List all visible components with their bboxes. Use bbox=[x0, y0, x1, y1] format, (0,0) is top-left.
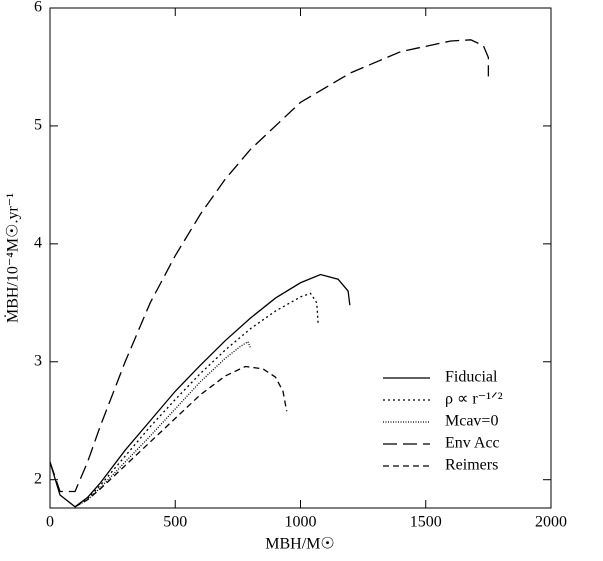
x-tick-label: 1500 bbox=[410, 514, 442, 531]
y-tick-label: 6 bbox=[34, 0, 42, 16]
x-axis-label: MBH/M☉ bbox=[265, 536, 334, 553]
plot-frame bbox=[49, 7, 552, 509]
y-tick-label: 3 bbox=[34, 352, 42, 369]
legend-label: ρ ∝ r⁻¹ᐟ² bbox=[445, 391, 503, 408]
y-tick-label: 2 bbox=[34, 470, 42, 487]
series-line bbox=[49, 273, 351, 508]
legend-label: Mcav=0 bbox=[445, 413, 498, 430]
x-tick-label: 2000 bbox=[535, 514, 567, 531]
y-axis-label: ṀBH/10⁻⁴M☉.yr⁻¹ bbox=[4, 193, 22, 323]
series-line bbox=[74, 292, 319, 508]
y-tick-label: 5 bbox=[34, 117, 42, 134]
series-line bbox=[74, 365, 288, 508]
legend-label: Env Acc bbox=[445, 435, 500, 452]
x-tick-label: 500 bbox=[163, 514, 187, 531]
y-tick-label: 4 bbox=[34, 235, 42, 252]
x-tick-label: 0 bbox=[46, 514, 54, 531]
x-tick-label: 1000 bbox=[285, 514, 317, 531]
legend-label: Fiducial bbox=[445, 369, 498, 386]
legend-label: Reimers bbox=[445, 457, 498, 474]
series-line bbox=[49, 39, 490, 493]
